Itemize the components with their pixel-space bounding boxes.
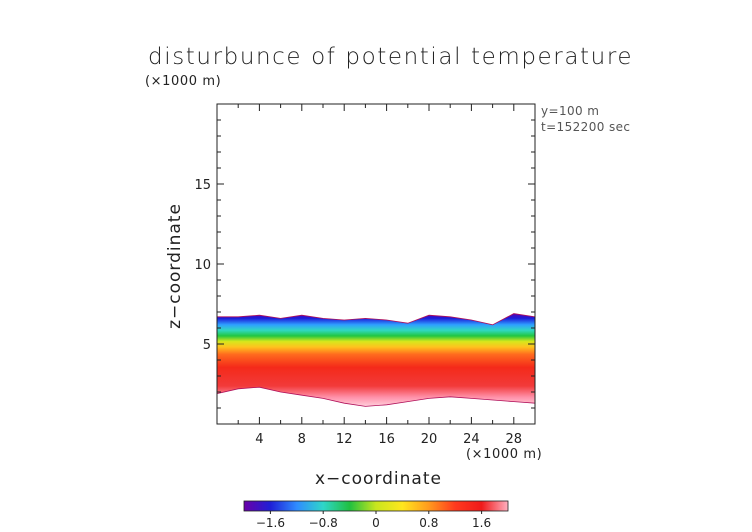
x-tick-label: 28 bbox=[506, 432, 523, 447]
x-ticks: 4 8 12 16 20 24 28 bbox=[237, 104, 523, 447]
y-tick-label: 10 bbox=[194, 258, 211, 273]
x-axis-label: x−coordinate bbox=[315, 469, 442, 489]
temperature-field bbox=[216, 313, 536, 407]
colorbar-tick-label: 0.8 bbox=[419, 516, 438, 530]
y-tick-label: 5 bbox=[203, 338, 211, 353]
x-unit-label: (×1000 m) bbox=[466, 447, 543, 462]
annotation-time: t=152200 sec bbox=[541, 120, 631, 134]
chart-title: disturbunce of potential temperature bbox=[148, 44, 634, 70]
x-tick-label: 8 bbox=[298, 432, 306, 447]
x-tick-label: 4 bbox=[255, 432, 263, 447]
y-tick-label: 15 bbox=[194, 178, 211, 193]
annotation-y: y=100 m bbox=[541, 104, 600, 118]
x-tick-label: 12 bbox=[336, 432, 353, 447]
colorbar-bar bbox=[243, 500, 509, 512]
y-unit-label: (×1000 m) bbox=[145, 74, 222, 89]
y-ticks: 5 10 15 bbox=[194, 119, 535, 409]
x-tick-label: 24 bbox=[463, 432, 480, 447]
colorbar-tick-label: 0 bbox=[372, 516, 380, 530]
colorbar-tick-label: −0.8 bbox=[309, 516, 338, 530]
x-tick-label: 16 bbox=[378, 432, 395, 447]
colorbar: −1.6 −0.8 0 0.8 1.6 bbox=[243, 500, 509, 530]
colorbar-tick-label: 1.6 bbox=[472, 516, 491, 530]
colorbar-tick-label: −1.6 bbox=[256, 516, 285, 530]
x-tick-label: 20 bbox=[421, 432, 438, 447]
field-layer bbox=[216, 313, 536, 407]
